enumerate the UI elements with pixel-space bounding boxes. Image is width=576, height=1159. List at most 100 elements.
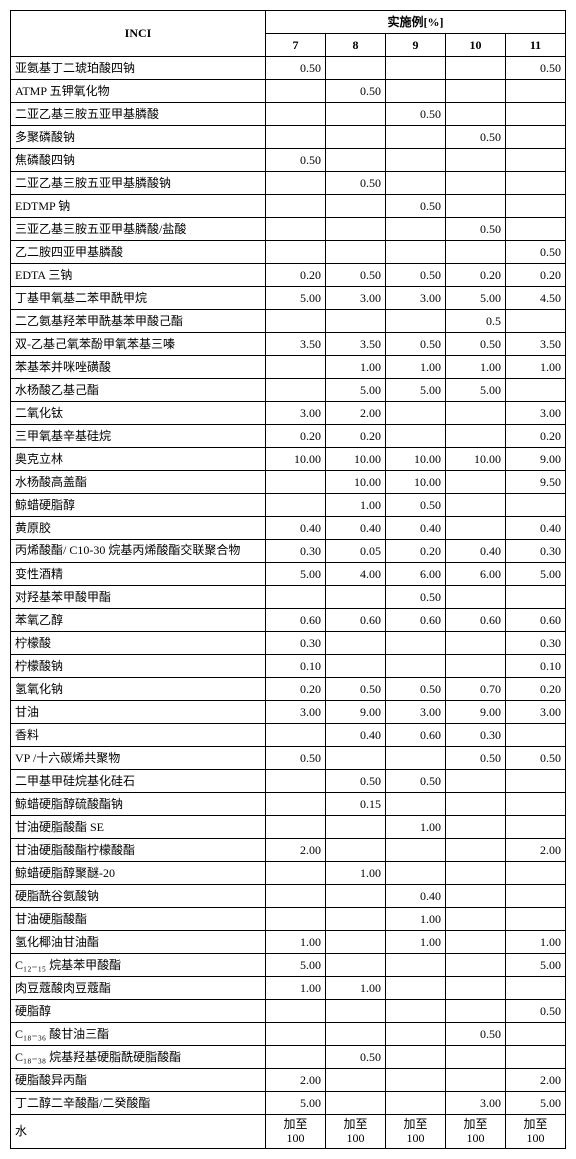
value-cell — [386, 80, 446, 103]
ingredient-name: 氢氧化钠 — [11, 678, 266, 701]
value-cell — [446, 103, 506, 126]
value-cell — [326, 1069, 386, 1092]
value-cell: 3.00 — [266, 402, 326, 425]
table-row: 硬脂醇0.50 — [11, 1000, 566, 1023]
table-row: 鲸蜡硬脂醇硫酸酯钠0.15 — [11, 793, 566, 816]
value-cell — [386, 1092, 446, 1115]
value-cell — [386, 793, 446, 816]
ingredient-name: 甘油硬脂酸酯 SE — [11, 816, 266, 839]
table-row: 氢化椰油甘油酯1.001.001.00 — [11, 931, 566, 954]
value-cell: 5.00 — [266, 287, 326, 310]
value-cell: 0.30 — [446, 724, 506, 747]
value-cell: 加至100 — [506, 1115, 566, 1149]
value-cell — [506, 172, 566, 195]
table-row: 三亚乙基三胺五亚甲基膦酸/盐酸0.50 — [11, 218, 566, 241]
value-cell: 3.50 — [326, 333, 386, 356]
table-row: C₁₈₋₃₆ 酸甘油三酯0.50 — [11, 1023, 566, 1046]
ingredient-name: 二亚乙基三胺五亚甲基膦酸钠 — [11, 172, 266, 195]
value-cell — [386, 218, 446, 241]
table-row: 苯氧乙醇0.600.600.600.600.60 — [11, 609, 566, 632]
value-cell — [446, 862, 506, 885]
table-row: 二甲基甲硅烷基化硅石0.500.50 — [11, 770, 566, 793]
value-cell: 0.50 — [326, 264, 386, 287]
value-cell — [386, 977, 446, 1000]
value-cell — [326, 149, 386, 172]
examples-header: 实施例[%] — [266, 11, 566, 34]
value-cell: 3.00 — [506, 402, 566, 425]
table-row: VP /十六碳烯共聚物0.500.500.50 — [11, 747, 566, 770]
table-row: 肉豆蔻酸肉豆蔻酯1.001.00 — [11, 977, 566, 1000]
value-cell — [266, 195, 326, 218]
col-8: 8 — [326, 34, 386, 57]
value-cell — [386, 310, 446, 333]
ingredient-name: 乙二胺四亚甲基膦酸 — [11, 241, 266, 264]
ingredient-name: 亚氨基丁二琥珀酸四钠 — [11, 57, 266, 80]
value-cell — [386, 402, 446, 425]
header-row-1: INCI 实施例[%] — [11, 11, 566, 34]
ingredient-name: 变性酒精 — [11, 563, 266, 586]
table-row: 硬脂酸异丙酯2.002.00 — [11, 1069, 566, 1092]
value-cell — [446, 57, 506, 80]
ingredient-name: 丁基甲氧基二苯甲酰甲烷 — [11, 287, 266, 310]
value-cell — [446, 655, 506, 678]
ingredient-name: 二亚乙基三胺五亚甲基膦酸 — [11, 103, 266, 126]
value-cell — [506, 149, 566, 172]
table-row: 甘油硬脂酸酯柠檬酸酯2.002.00 — [11, 839, 566, 862]
value-cell — [386, 1069, 446, 1092]
value-cell: 0.50 — [446, 333, 506, 356]
value-cell: 0.15 — [326, 793, 386, 816]
ingredient-name: 三亚乙基三胺五亚甲基膦酸/盐酸 — [11, 218, 266, 241]
value-cell — [386, 149, 446, 172]
value-cell: 0.50 — [266, 149, 326, 172]
value-cell: 0.40 — [446, 540, 506, 563]
value-cell: 1.00 — [326, 356, 386, 379]
value-cell: 9.00 — [506, 448, 566, 471]
table-row: 柠檬酸钠0.100.10 — [11, 655, 566, 678]
value-cell — [386, 632, 446, 655]
ingredient-name: 焦磷酸四钠 — [11, 149, 266, 172]
ingredient-name: 硬脂醇 — [11, 1000, 266, 1023]
value-cell — [326, 310, 386, 333]
value-cell: 加至100 — [266, 1115, 326, 1149]
value-cell: 2.00 — [266, 1069, 326, 1092]
col-9: 9 — [386, 34, 446, 57]
value-cell — [446, 195, 506, 218]
value-cell — [386, 862, 446, 885]
value-cell — [386, 57, 446, 80]
table-row: 甘油硬脂酸酯 SE1.00 — [11, 816, 566, 839]
value-cell — [326, 632, 386, 655]
value-cell: 0.50 — [506, 57, 566, 80]
table-row: 亚氨基丁二琥珀酸四钠0.500.50 — [11, 57, 566, 80]
table-row: 乙二胺四亚甲基膦酸0.50 — [11, 241, 566, 264]
value-cell: 0.50 — [326, 678, 386, 701]
ingredient-name: C₁₈₋₃₈ 烷基羟基硬脂酰硬脂酸酯 — [11, 1046, 266, 1069]
value-cell — [506, 862, 566, 885]
table-row: 鲸蜡硬脂醇1.000.50 — [11, 494, 566, 517]
value-cell — [446, 885, 506, 908]
value-cell — [446, 586, 506, 609]
value-cell: 10.00 — [386, 471, 446, 494]
value-cell — [386, 241, 446, 264]
value-cell — [506, 80, 566, 103]
value-cell: 0.50 — [386, 333, 446, 356]
value-cell — [266, 494, 326, 517]
value-cell — [446, 954, 506, 977]
table-row: 硬脂酰谷氨酸钠0.40 — [11, 885, 566, 908]
value-cell — [266, 1046, 326, 1069]
ingredient-name: 奥克立林 — [11, 448, 266, 471]
table-row: 柠檬酸0.300.30 — [11, 632, 566, 655]
value-cell: 加至100 — [386, 1115, 446, 1149]
ingredient-name: 对羟基苯甲酸甲酯 — [11, 586, 266, 609]
value-cell — [266, 885, 326, 908]
value-cell: 0.50 — [326, 172, 386, 195]
value-cell: 0.50 — [386, 678, 446, 701]
table-row: 甘油硬脂酸酯1.00 — [11, 908, 566, 931]
table-row: 对羟基苯甲酸甲酯0.50 — [11, 586, 566, 609]
value-cell — [266, 1000, 326, 1023]
value-cell — [326, 1023, 386, 1046]
table-row: 焦磷酸四钠0.50 — [11, 149, 566, 172]
value-cell: 0.60 — [386, 724, 446, 747]
value-cell — [326, 57, 386, 80]
value-cell: 5.00 — [266, 563, 326, 586]
value-cell: 0.40 — [266, 517, 326, 540]
